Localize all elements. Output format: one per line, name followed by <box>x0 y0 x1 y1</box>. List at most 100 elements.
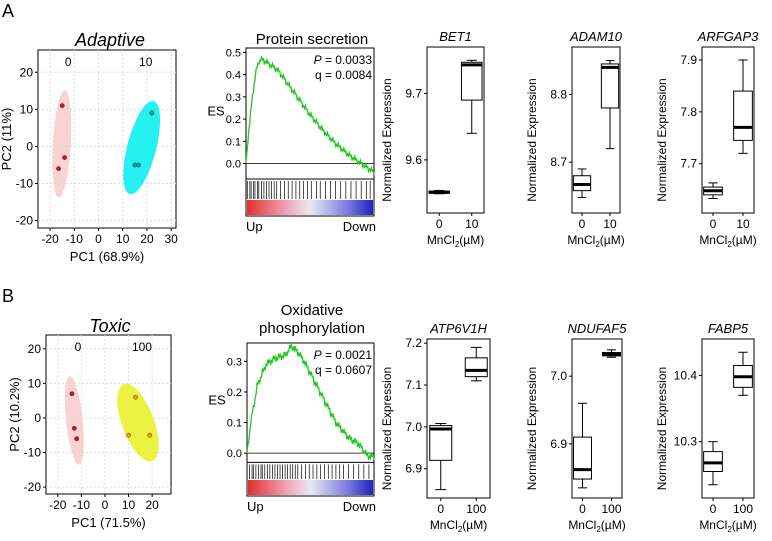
y-tick-label: 20 <box>20 65 34 79</box>
group-label-10: 10 <box>139 55 153 69</box>
plot-frame <box>246 342 375 497</box>
p-value-text: P = 0.0021 <box>314 348 373 362</box>
x-axis-label-unit: (µM) <box>600 233 625 247</box>
x-tick-label: 10 <box>465 217 479 231</box>
y-tick-label: 0.5 <box>226 47 241 59</box>
panel-label-a: A <box>2 1 14 21</box>
x-axis-label-main: MnCl <box>699 518 727 532</box>
x-axis-label-unit: (µM) <box>459 233 484 247</box>
boxplot-box-bet1: 0 10 9.6 9.7 BET1 Normalized Expression MnCl2(… <box>380 29 485 249</box>
p-value: = 0.0021 <box>322 348 373 362</box>
y-tick-label: 7.8 <box>680 105 697 119</box>
data-point-0-1 <box>71 425 77 431</box>
x-axis-label: MnCl2(µM) <box>699 233 756 249</box>
y-tick-label: 7.9 <box>680 53 697 67</box>
y-axis-label: Normalized Expression <box>525 78 539 201</box>
x-tick-label: 0 <box>710 502 717 516</box>
x-tick-label: 30 <box>164 232 178 246</box>
box-group-100: 100 <box>733 351 753 516</box>
y-tick-label: 7.0 <box>550 369 567 383</box>
y-tick-label: 0.2 <box>227 387 242 399</box>
gene-title: ATP6V1H <box>429 321 487 336</box>
chart-title: Adaptive <box>74 30 145 50</box>
boxplot-box-fabp5: 0 100 10.3 10.4 FABP5 Normalized Expression Mn… <box>655 321 757 534</box>
box-group-100: 100 <box>464 346 488 516</box>
p-value-text: P = 0.0033 <box>314 53 373 67</box>
y-axis-label: ES <box>207 104 225 119</box>
y-tick-label: 10 <box>20 102 34 116</box>
box-iqr <box>460 61 483 101</box>
x-axis-label-unit: (µM) <box>732 518 757 532</box>
q-value-text: q = 0.0084 <box>315 68 372 82</box>
y-tick-label: 6.9 <box>550 437 567 451</box>
box-group-0: 0 <box>429 423 453 516</box>
x-axis-label: MnCl2(µM) <box>568 518 625 534</box>
chart-title: Oxidative <box>281 302 344 319</box>
x-axis-label-subscript: 2 <box>595 240 600 249</box>
x-tick-label: 0 <box>579 217 586 231</box>
x-tick-label: -20 <box>41 232 59 246</box>
x-axis-label-main: MnCl <box>567 233 595 247</box>
y-axis-label: Normalized Expression <box>380 78 394 201</box>
data-point-100-1 <box>126 432 131 438</box>
gene-title: NDUFAF5 <box>568 321 628 336</box>
y-tick-label: 0.1 <box>226 136 241 148</box>
y-axis-label: Normalized Expression <box>655 367 669 490</box>
y-tick-label: 0 <box>26 139 33 153</box>
x-tick-label: 0 <box>436 217 443 231</box>
q-value-text: q = 0.0607 <box>315 363 372 377</box>
x-axis-label-subscript: 2 <box>458 525 463 534</box>
es-curve <box>245 56 375 176</box>
gene-title: ADAM10 <box>569 29 623 44</box>
y-tick-label: 8.8 <box>550 87 567 101</box>
gene-title: FABP5 <box>708 321 749 336</box>
x-axis-label-main: MnCl <box>427 233 455 247</box>
plot-frame <box>245 47 375 217</box>
box-group-10: 10 <box>460 59 483 231</box>
x-axis-label-unit: (µM) <box>462 518 487 532</box>
x-tick-label: -20 <box>49 498 67 512</box>
x-tick-label: 10 <box>736 217 750 231</box>
box-group-100: 100 <box>601 349 622 516</box>
box-group-10: 10 <box>600 60 620 231</box>
data-point-0-1 <box>62 155 68 160</box>
y-tick-label: 10.4 <box>674 368 698 382</box>
x-axis-label-subscript: 2 <box>596 525 601 534</box>
y-axis-label: PC2 (10.2%) <box>7 377 22 451</box>
plot-frame <box>701 338 755 499</box>
y-tick-label: 7.0 <box>405 420 422 434</box>
group-ellipse-100 <box>117 383 159 462</box>
x-tick-label: 0 <box>95 232 102 246</box>
x-tick-label: 0 <box>579 502 586 516</box>
x-axis-label: MnCl2(µM) <box>430 518 487 534</box>
p-symbol: P <box>314 348 322 362</box>
chart-title: Toxic <box>89 316 130 336</box>
p-symbol: P <box>314 53 322 67</box>
y-tick-label: 0.0 <box>227 448 242 460</box>
x-start-label: Up <box>246 219 263 234</box>
group-ellipse-0 <box>64 376 84 465</box>
y-tick-label: 0.0 <box>226 158 241 170</box>
x-axis-label-unit: (µM) <box>601 518 626 532</box>
y-tick-label: -10 <box>24 446 42 460</box>
x-axis-label-main: MnCl <box>699 233 727 247</box>
x-tick-label: 100 <box>733 502 753 516</box>
gene-title: BET1 <box>439 29 472 44</box>
data-point-0-2 <box>56 166 61 172</box>
x-tick-label: 20 <box>145 498 159 512</box>
y-axis-label: ES <box>208 393 226 408</box>
y-tick-label: 6.9 <box>405 462 422 476</box>
x-tick-label: 10 <box>122 498 136 512</box>
y-tick-label: 7.1 <box>405 378 422 392</box>
pca-plot-pca-adaptive: 0 10 -20 -10 0 10 20 30 -20 -10 0 10 20 PC1 (68.9%) PC… <box>0 30 178 264</box>
box-iqr <box>464 357 488 378</box>
data-point-0-0 <box>59 103 65 109</box>
x-tick-label: 100 <box>466 502 486 516</box>
y-tick-label: -20 <box>24 480 42 494</box>
box-iqr <box>733 90 753 141</box>
chart-title-line2: phosphorylation <box>259 320 365 337</box>
x-axis-label-main: MnCl <box>568 518 596 532</box>
